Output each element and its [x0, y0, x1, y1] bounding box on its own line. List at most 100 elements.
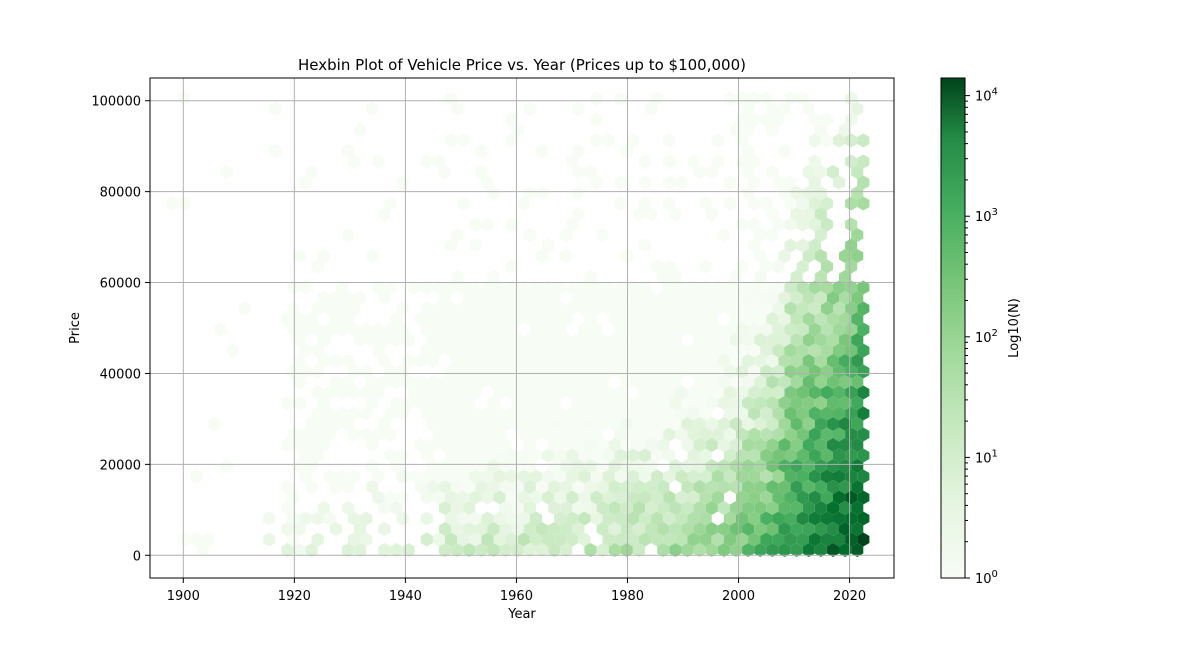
hexbin-cell	[323, 385, 336, 400]
hexbin-cell	[535, 186, 549, 200]
hexbin-cell	[542, 301, 555, 316]
hexbin-cell	[748, 280, 761, 295]
hexbin-cell	[481, 532, 494, 547]
hexbin-cell	[687, 322, 700, 337]
hexbin-cell	[329, 375, 342, 389]
hexbin-cell	[729, 438, 743, 452]
hexbin-cell	[348, 301, 361, 316]
hexbin-cell	[596, 375, 609, 389]
hexbin-cell	[463, 291, 476, 305]
hexbin-cell	[578, 427, 591, 442]
hexbin-cell	[693, 312, 706, 326]
hexbin-cell	[445, 532, 458, 547]
hexbin-cell	[839, 543, 852, 557]
hexbin-cell	[293, 438, 306, 452]
hexbin-cell	[705, 291, 718, 305]
hexbin-cell	[669, 291, 682, 305]
hexbin-cell	[457, 532, 470, 547]
hexbin-cell	[632, 417, 646, 431]
hexbin-cell	[693, 396, 706, 410]
hexbin-cell	[281, 501, 294, 515]
hexbin-cell	[487, 438, 500, 452]
hexbin-cell	[220, 459, 233, 473]
hexbin-cell	[445, 406, 458, 421]
hexbin-cell	[657, 333, 670, 347]
hexbin-cell	[366, 459, 379, 473]
hexbin-cell	[651, 301, 664, 316]
hexbin-cell	[366, 480, 379, 494]
hexbin-cell	[469, 301, 482, 316]
hexbin-cell	[523, 396, 536, 410]
hexbin-cell	[845, 364, 858, 379]
hexbin-cell	[814, 165, 827, 179]
hexbin-cell	[505, 133, 518, 148]
hexbin-cell	[820, 217, 833, 232]
hexbin-cell	[457, 469, 470, 484]
hexbin-cell	[341, 543, 355, 557]
hexbin-cell	[784, 364, 797, 379]
hexbin-cell	[414, 480, 427, 494]
hexbin-cell	[814, 354, 827, 368]
hexbin-cell	[487, 459, 500, 473]
hexbin-cell	[311, 406, 324, 421]
hexbin-cell	[596, 501, 609, 515]
hexbin-cell	[778, 375, 791, 389]
hexbin-cell	[335, 280, 348, 295]
hexbin-cell	[723, 91, 736, 106]
hexbin-cell	[772, 217, 785, 232]
hexbin-cell	[754, 249, 767, 263]
hexbin-cell	[808, 385, 821, 400]
hexbin-cell	[523, 375, 536, 389]
hexbin-cell	[432, 406, 445, 421]
hexbin-cell	[505, 448, 518, 463]
hexbin-cell	[445, 385, 458, 400]
hexbin-cell	[833, 406, 846, 421]
hexbin-cell	[438, 501, 452, 515]
hexbin-cell	[529, 322, 542, 337]
hexbin-cell	[572, 480, 585, 494]
hexbin-cell	[438, 417, 452, 431]
hexbin-cell	[742, 186, 755, 200]
hexbin-cell	[432, 490, 445, 505]
hexbin-cell	[778, 417, 791, 431]
hexbin-cell	[675, 280, 688, 295]
hexbin-cell	[663, 175, 676, 190]
hexbin-cell	[790, 291, 803, 305]
hexbin-cell	[511, 333, 524, 347]
hexbin-cell	[535, 354, 549, 368]
colorbar-label: Log10(N)	[1007, 298, 1022, 358]
hexbin-cell	[742, 354, 755, 368]
hexbin-cell	[796, 490, 809, 505]
hexbin-cell	[517, 490, 530, 505]
hexbin-cell	[705, 333, 718, 347]
hexbin-cell	[778, 459, 791, 473]
hexbin-cell	[742, 438, 755, 452]
hexbin-cell	[614, 406, 627, 421]
hexbin-cell	[796, 406, 809, 421]
hexbin-cell	[669, 417, 682, 431]
hexbin-cell	[560, 312, 573, 326]
hexbin-cell	[499, 543, 512, 557]
hexbin-cell	[566, 154, 579, 169]
hexbin-cell	[851, 396, 864, 410]
hexbin-cell	[535, 249, 549, 263]
hexbin-cell	[572, 291, 585, 305]
hexbin-cell	[372, 427, 385, 442]
hexbin-cell	[687, 406, 700, 421]
hexbin-cell	[299, 175, 312, 190]
hexbin-cell	[354, 333, 367, 347]
hexbin-cell	[772, 301, 785, 316]
hexbin-cell	[578, 490, 591, 505]
grid-overlay	[150, 78, 894, 578]
hexbin-cell	[626, 448, 639, 463]
hexbin-cell	[802, 291, 815, 305]
hexbin-cell	[693, 291, 706, 305]
hexbin-cell	[438, 312, 452, 326]
hexbin-cell	[693, 480, 706, 494]
x-tick-label: 1940	[389, 589, 422, 604]
hexbin-cell	[535, 375, 549, 389]
hexbin-cell	[578, 511, 591, 526]
hexbin-cell	[717, 522, 730, 536]
hexbin-cell	[857, 343, 870, 358]
